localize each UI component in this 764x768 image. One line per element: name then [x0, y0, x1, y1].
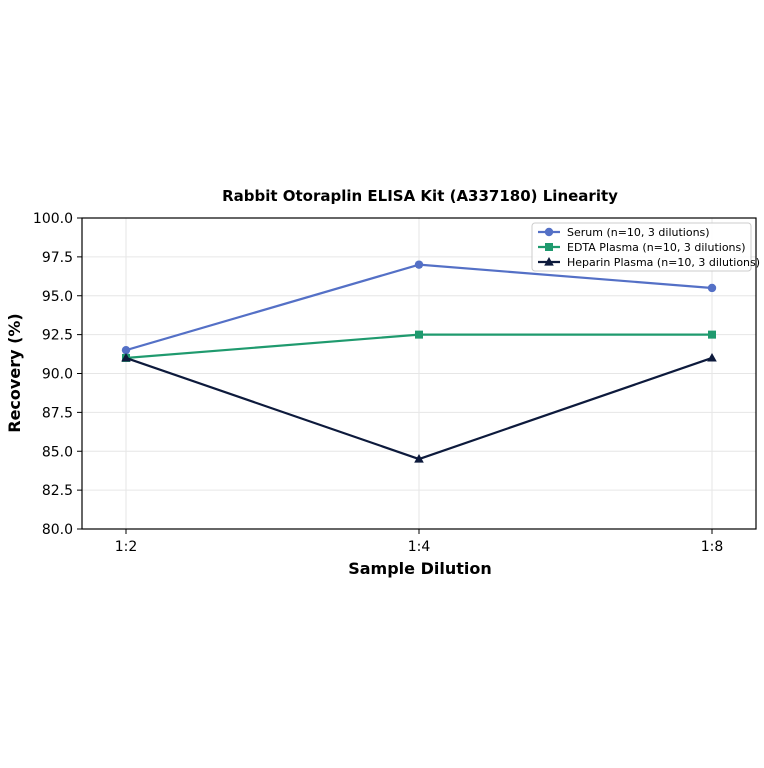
data-point [707, 352, 717, 362]
legend: Serum (n=10, 3 dilutions) EDTA Plasma (n=… [531, 222, 760, 272]
y-tick-label: 97.5 [42, 250, 73, 266]
x-tick-label: 1:2 [115, 539, 138, 555]
x-tick-label: 1:4 [408, 539, 431, 555]
chart-title: Rabbit Otoraplin ELISA Kit (A337180) Lin… [222, 187, 618, 205]
legend-label: Heparin Plasma (n=10, 3 dilutions) [567, 256, 760, 269]
legend-marker [545, 243, 553, 251]
x-axis-label: Sample Dilution [348, 559, 492, 578]
data-point [121, 352, 131, 362]
legend-label: Serum (n=10, 3 dilutions) [567, 226, 710, 239]
y-tick-label: 100.0 [33, 211, 73, 227]
series-layer [121, 260, 717, 463]
data-point [415, 330, 423, 339]
legend-entry: Heparin Plasma (n=10, 3 dilutions) [538, 256, 760, 269]
y-tick-label: 95.0 [42, 289, 73, 305]
data-point [414, 454, 424, 463]
legend-entry: Serum (n=10, 3 dilutions) [538, 226, 710, 239]
y-tick-label: 90.0 [42, 367, 73, 383]
data-point [707, 283, 717, 293]
series-2 [121, 352, 717, 463]
legend-label: EDTA Plasma (n=10, 3 dilutions) [567, 241, 746, 254]
x-axis: 1:2 1:4 1:8 [115, 529, 724, 555]
legend-marker [544, 227, 554, 237]
y-tick-label: 87.5 [42, 405, 73, 421]
legend-entry: EDTA Plasma (n=10, 3 dilutions) [538, 241, 746, 254]
series-0 [121, 260, 717, 355]
y-tick-label: 80.0 [42, 522, 73, 538]
legend-box [531, 222, 752, 272]
y-tick-label: 92.5 [42, 328, 73, 344]
data-point [708, 330, 716, 339]
legend-marker [544, 257, 554, 266]
data-point [121, 345, 131, 355]
y-tick-label: 82.5 [42, 483, 73, 499]
data-point [414, 260, 424, 269]
x-tick-label: 1:8 [701, 539, 724, 555]
y-axis-label: Recovery (%) [5, 313, 24, 432]
y-tick-label: 85.0 [42, 444, 73, 460]
y-axis: 80.0 82.5 85.0 87.5 90.0 92.5 95.0 97.5 100.0 [33, 211, 82, 538]
